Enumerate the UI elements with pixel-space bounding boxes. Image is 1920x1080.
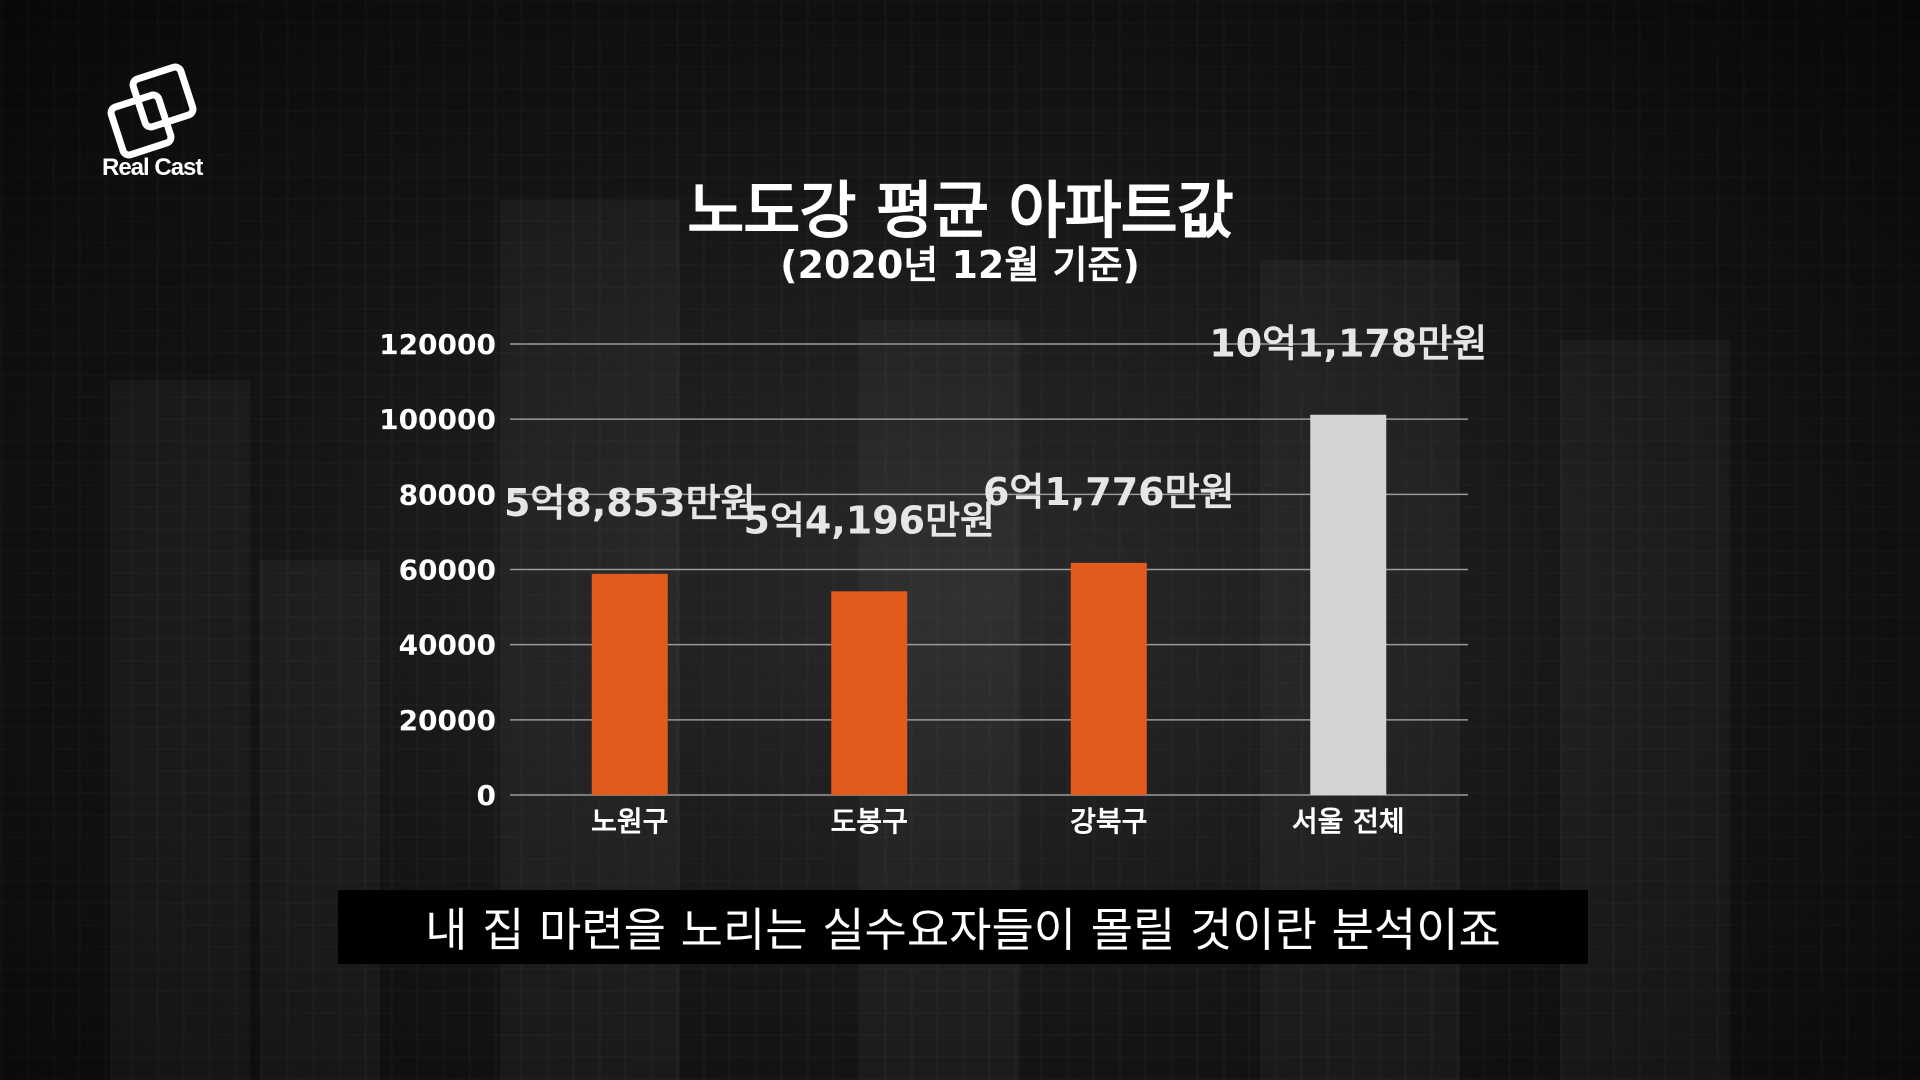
data-label: 5억4,196만원 <box>743 498 995 542</box>
caption-box: 내 집 마련을 노리는 실수요자들이 몰릴 것이란 분석이죠 <box>338 890 1588 964</box>
caption-text: 내 집 마련을 노리는 실수요자들이 몰릴 것이란 분석이죠 <box>425 903 1501 957</box>
chart-title: 노도강 평균 아파트값 <box>687 174 1234 247</box>
x-tick-label: 강북구 <box>1070 805 1147 838</box>
data-label: 5억8,853만원 <box>504 481 756 525</box>
y-tick-label: 80000 <box>399 478 496 511</box>
y-tick-label: 120000 <box>379 328 496 361</box>
x-tick-label: 서울 전체 <box>1292 805 1405 838</box>
bar <box>1310 414 1387 795</box>
realcast-logo-icon <box>107 63 197 159</box>
x-tick-label: 도봉구 <box>831 805 908 838</box>
bar <box>831 591 908 795</box>
x-tick-label: 노원구 <box>591 805 668 838</box>
y-tick-label: 60000 <box>399 554 496 587</box>
logo-text: Real Cast <box>102 154 203 181</box>
bar <box>591 573 668 795</box>
y-tick-label: 40000 <box>399 629 496 662</box>
bar <box>1070 562 1147 795</box>
chart-subtitle: (2020년 12월 기준) <box>780 243 1140 287</box>
y-tick-label: 0 <box>477 779 496 812</box>
y-tick-label: 100000 <box>379 403 496 436</box>
data-label: 10억1,178만원 <box>1209 322 1487 366</box>
data-label: 6억1,776만원 <box>983 470 1235 514</box>
y-tick-label: 20000 <box>399 704 496 737</box>
